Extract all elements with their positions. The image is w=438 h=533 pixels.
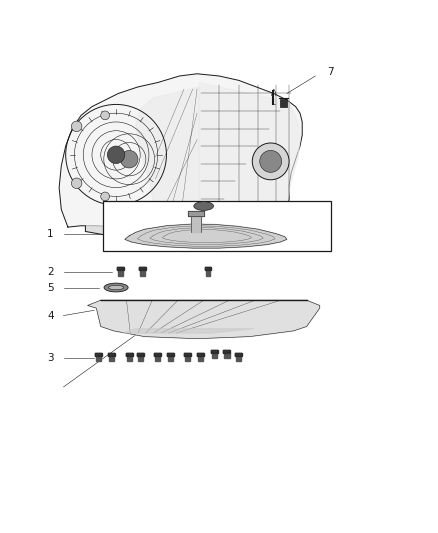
Polygon shape xyxy=(184,353,191,356)
Circle shape xyxy=(260,150,282,172)
Text: 4: 4 xyxy=(47,311,54,320)
Text: 6: 6 xyxy=(245,203,252,212)
Polygon shape xyxy=(185,356,190,361)
Polygon shape xyxy=(108,353,115,356)
Polygon shape xyxy=(127,356,132,361)
Polygon shape xyxy=(136,87,199,227)
Text: 5: 5 xyxy=(47,282,54,293)
Polygon shape xyxy=(117,266,124,270)
Polygon shape xyxy=(138,356,143,361)
Polygon shape xyxy=(206,270,210,276)
Polygon shape xyxy=(168,356,173,361)
Polygon shape xyxy=(155,356,160,361)
Polygon shape xyxy=(139,266,145,270)
Text: 1: 1 xyxy=(47,229,54,239)
Circle shape xyxy=(107,146,125,164)
Polygon shape xyxy=(235,353,242,356)
Circle shape xyxy=(101,111,110,120)
Polygon shape xyxy=(140,270,145,276)
Polygon shape xyxy=(95,353,102,356)
Polygon shape xyxy=(188,211,204,216)
Polygon shape xyxy=(118,270,123,276)
Polygon shape xyxy=(199,83,300,233)
Polygon shape xyxy=(126,353,133,356)
Polygon shape xyxy=(167,353,174,356)
Ellipse shape xyxy=(108,285,124,290)
Circle shape xyxy=(252,143,289,180)
Polygon shape xyxy=(191,216,201,232)
Polygon shape xyxy=(109,356,114,361)
Polygon shape xyxy=(223,350,230,352)
Bar xyxy=(280,99,287,107)
Polygon shape xyxy=(211,350,218,352)
Polygon shape xyxy=(154,353,161,356)
Bar xyxy=(103,201,331,251)
Polygon shape xyxy=(236,356,241,361)
Polygon shape xyxy=(96,356,101,361)
Polygon shape xyxy=(123,329,254,333)
Ellipse shape xyxy=(194,201,214,211)
Polygon shape xyxy=(85,226,283,239)
Polygon shape xyxy=(197,353,204,356)
Circle shape xyxy=(71,121,82,132)
Text: 3: 3 xyxy=(47,353,54,362)
Polygon shape xyxy=(125,224,287,248)
Circle shape xyxy=(101,192,110,201)
Polygon shape xyxy=(88,300,320,338)
Polygon shape xyxy=(137,353,144,356)
Polygon shape xyxy=(212,352,217,358)
Polygon shape xyxy=(59,74,302,239)
Text: 7: 7 xyxy=(327,67,334,77)
Text: 2: 2 xyxy=(47,266,54,277)
Polygon shape xyxy=(224,352,230,358)
Polygon shape xyxy=(198,356,203,361)
Circle shape xyxy=(71,178,82,189)
Polygon shape xyxy=(205,266,211,270)
Circle shape xyxy=(120,150,138,168)
Ellipse shape xyxy=(104,283,128,292)
